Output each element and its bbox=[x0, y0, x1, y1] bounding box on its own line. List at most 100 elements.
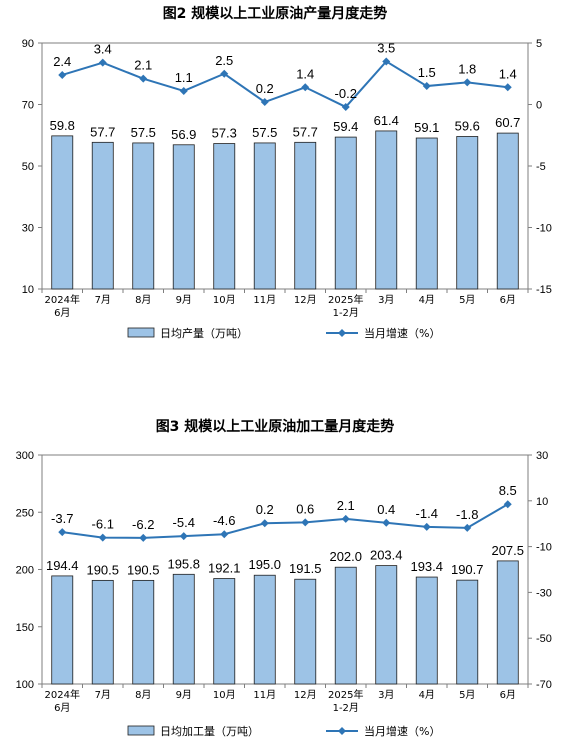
bar bbox=[51, 575, 74, 685]
bar-value-label: 57.7 bbox=[90, 124, 115, 139]
line-point bbox=[382, 518, 391, 527]
bar bbox=[415, 576, 438, 685]
bar-value-label: 60.7 bbox=[495, 115, 520, 130]
right-tick-label: -10 bbox=[536, 223, 552, 235]
line-value-label: 1.8 bbox=[458, 61, 476, 76]
line-point bbox=[260, 98, 269, 107]
chart-title: 图3 规模以上工业原油加工量月度走势 bbox=[156, 418, 395, 435]
line-point bbox=[98, 533, 107, 542]
legend-line-label: 当月增速（%） bbox=[364, 326, 440, 340]
line-point bbox=[463, 78, 472, 87]
category-label: 5月 bbox=[459, 689, 475, 701]
line-point bbox=[139, 74, 148, 83]
left-tick-label: 150 bbox=[16, 622, 34, 634]
line-value-label: 2.1 bbox=[134, 58, 152, 73]
bar bbox=[172, 573, 195, 685]
category-label: 6月 bbox=[500, 689, 516, 701]
line-point bbox=[58, 528, 67, 537]
category-label: 8月 bbox=[135, 689, 151, 701]
bar-value-label: 57.7 bbox=[293, 124, 318, 139]
left-tick-label: 70 bbox=[22, 100, 34, 112]
growth-line bbox=[62, 503, 509, 539]
bar-value-label: 59.6 bbox=[455, 118, 480, 133]
line-value-label: -6.2 bbox=[132, 517, 154, 532]
bar-value-label: 59.4 bbox=[333, 119, 358, 134]
legend: 日均加工量（万吨） 当月增速（%） bbox=[127, 724, 440, 738]
bar-value-label: 57.3 bbox=[212, 126, 237, 141]
line-value-label: -5.4 bbox=[173, 515, 195, 530]
category-label: 8月 bbox=[135, 294, 151, 306]
right-tick-label: -15 bbox=[536, 284, 552, 296]
line-value-label: 8.5 bbox=[499, 483, 517, 498]
right-tick-label: -10 bbox=[536, 542, 552, 554]
left-tick-label: 50 bbox=[22, 161, 34, 173]
right-tick-label: 5 bbox=[536, 38, 542, 50]
category-label: 2024年 6月 bbox=[45, 293, 80, 319]
category-label: 2024年 6月 bbox=[45, 688, 80, 714]
bar bbox=[456, 136, 479, 290]
legend-bar-label: 日均产量（万吨） bbox=[160, 326, 248, 340]
bar-value-label: 202.0 bbox=[329, 549, 362, 564]
bar-value-label: 191.5 bbox=[289, 561, 322, 576]
bar-value-label: 61.4 bbox=[374, 113, 399, 128]
line-value-label: 0.2 bbox=[256, 81, 274, 96]
line-point bbox=[260, 519, 269, 528]
bar bbox=[172, 144, 195, 290]
bar bbox=[51, 135, 74, 290]
bar-value-label: 194.4 bbox=[46, 558, 79, 573]
right-tick-label: 0 bbox=[536, 100, 542, 112]
category-label: 6月 bbox=[500, 294, 516, 306]
chart-title: 图2 规模以上工业原油产量月度走势 bbox=[163, 5, 388, 22]
chart-1: 图2 规模以上工业原油产量月度走势 10 30 50 70 90 -15 -10 -5 0 5 202… bbox=[22, 5, 552, 340]
bar bbox=[91, 141, 114, 290]
bar bbox=[253, 574, 276, 685]
left-tick-label: 300 bbox=[16, 450, 34, 462]
line-value-label: 1.1 bbox=[175, 70, 193, 85]
category-label: 11月 bbox=[253, 294, 276, 306]
line-point bbox=[139, 533, 148, 542]
bar bbox=[213, 143, 236, 290]
line-value-label: 0.6 bbox=[296, 501, 314, 516]
bar bbox=[375, 130, 398, 290]
category-label: 9月 bbox=[176, 689, 192, 701]
line-point bbox=[58, 70, 67, 79]
chart-2: 图3 规模以上工业原油加工量月度走势 100 150 200 250 300 -70 -50 -… bbox=[16, 418, 552, 738]
category-label: 10月 bbox=[213, 294, 236, 306]
legend: 日均产量（万吨） 当月增速（%） bbox=[127, 326, 440, 340]
category-label: 5月 bbox=[459, 294, 475, 306]
bar bbox=[132, 579, 155, 685]
line-value-label: 2.5 bbox=[215, 53, 233, 68]
legend-line-marker bbox=[338, 329, 346, 337]
bar bbox=[91, 579, 114, 685]
bar bbox=[294, 141, 317, 290]
line-point bbox=[220, 69, 229, 78]
line-value-label: 0.2 bbox=[256, 502, 274, 517]
left-tick-label: 10 bbox=[22, 284, 34, 296]
bar-value-label: 59.1 bbox=[414, 120, 439, 135]
line-value-label: -4.6 bbox=[213, 513, 235, 528]
bar-value-label: 56.9 bbox=[171, 127, 196, 142]
bar-value-label: 190.7 bbox=[451, 562, 484, 577]
legend-bar-label: 日均加工量（万吨） bbox=[160, 725, 259, 738]
right-tick-label: -50 bbox=[536, 633, 552, 645]
left-tick-label: 100 bbox=[16, 679, 34, 691]
bar bbox=[496, 132, 519, 290]
bar-value-label: 59.8 bbox=[50, 118, 75, 133]
line-point bbox=[341, 514, 350, 523]
bar-value-label: 192.1 bbox=[208, 561, 241, 576]
category-label: 11月 bbox=[253, 689, 276, 701]
bar bbox=[213, 578, 236, 685]
bar-value-label: 193.4 bbox=[410, 559, 443, 574]
legend-line-label: 当月增速（%） bbox=[364, 724, 440, 738]
bar bbox=[294, 578, 317, 685]
bar-value-label: 195.8 bbox=[167, 556, 200, 571]
right-tick-label: -70 bbox=[536, 679, 552, 691]
right-tick-label: -5 bbox=[536, 161, 546, 173]
bar bbox=[253, 142, 276, 290]
line-point bbox=[463, 523, 472, 532]
line-value-label: 3.5 bbox=[377, 40, 395, 55]
bar bbox=[334, 566, 357, 685]
growth-line bbox=[61, 60, 508, 109]
line-value-label: 1.4 bbox=[499, 66, 517, 81]
